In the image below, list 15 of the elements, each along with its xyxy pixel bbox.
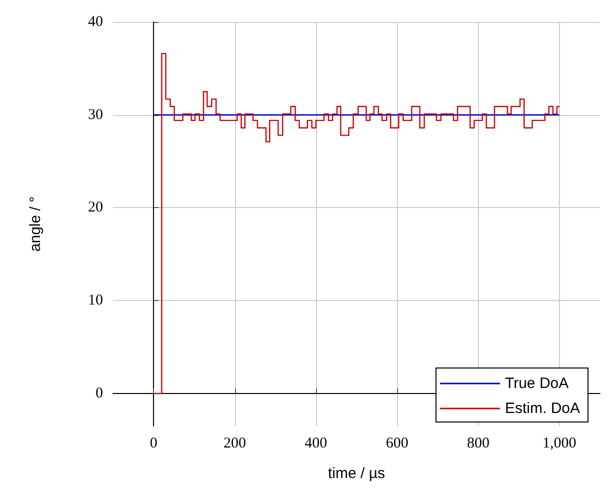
y-tick-label: 0 bbox=[96, 385, 103, 402]
legend-label: Estim. DoA bbox=[504, 400, 580, 417]
x-tick-label: 600 bbox=[386, 436, 408, 452]
y-tick-label: 40 bbox=[88, 14, 103, 30]
x-tick-label: 800 bbox=[467, 436, 490, 452]
x-tick-label: 400 bbox=[304, 436, 328, 452]
y-tick-label: 20 bbox=[88, 200, 103, 216]
y-tick-label: 30 bbox=[88, 106, 103, 123]
y-axis-title: angle / ° bbox=[27, 196, 44, 252]
x-tick-label: 1,000 bbox=[542, 436, 576, 452]
x-tick-label: 0 bbox=[150, 436, 158, 452]
x-tick-label: 200 bbox=[224, 436, 246, 452]
x-axis-title: time / µs bbox=[328, 465, 385, 482]
y-tick-label: 10 bbox=[88, 292, 103, 309]
legend-label: True DoA bbox=[504, 375, 569, 392]
